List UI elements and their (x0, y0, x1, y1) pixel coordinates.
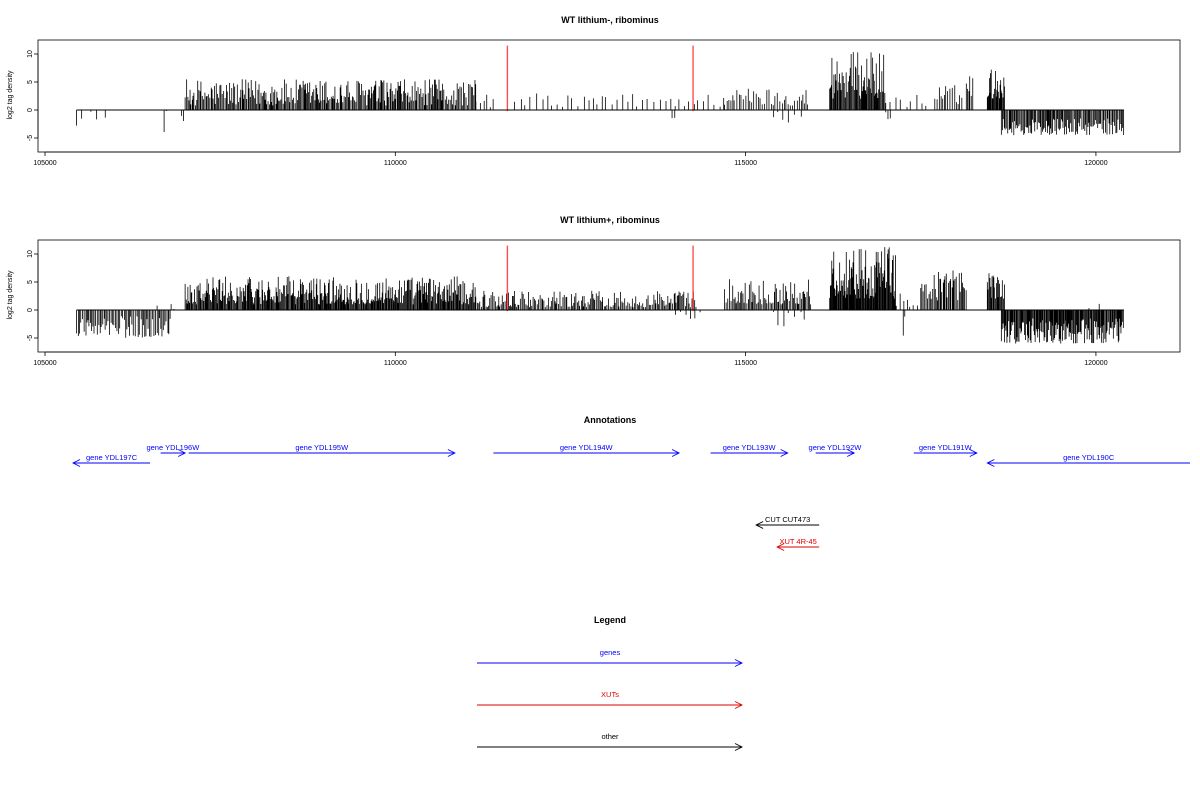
feature-xut: XUT 4R-45 (776, 537, 820, 551)
panel-title: WT lithium+, ribominus (560, 215, 660, 225)
feature-label: gene YDL196W (146, 443, 200, 452)
y-axis-label: log2 tag density (7, 270, 14, 320)
y-tick-label: -5 (27, 335, 34, 341)
legend-items: genes XUTs other (477, 648, 744, 751)
feature-arrow-head (72, 459, 81, 467)
density-bar-path (76, 247, 1124, 344)
y-tick-label: 0 (27, 108, 34, 112)
x-tick-label: 120000 (1084, 160, 1107, 167)
feature-arrow-head (969, 449, 978, 457)
feature-gene: gene YDL196W (146, 443, 200, 457)
y-tick-label: 0 (27, 308, 34, 312)
y-tick-label: 5 (27, 80, 34, 84)
feature-label: gene YDL192W (809, 443, 863, 452)
y-axis: -5 0 5 10 (27, 250, 39, 341)
x-tick-label: 115000 (734, 160, 757, 167)
x-tick-label: 115000 (734, 360, 757, 367)
feature-gene: gene YDL194W (493, 443, 681, 457)
density-bars (76, 52, 1125, 136)
x-axis: 105000 110000 115000 120000 (33, 351, 1108, 367)
x-tick-label: 105000 (33, 360, 56, 367)
density-bar-path (76, 52, 1125, 136)
y-axis-label: log2 tag density (7, 70, 14, 120)
feature-label: gene YDL194W (560, 443, 614, 452)
feature-gene: gene YDL192W (809, 443, 863, 457)
feature-gene: gene YDL197C (72, 453, 151, 467)
feature-arrow-head (671, 449, 681, 457)
plot-frame (37, 39, 1181, 153)
feature-label: CUT CUT473 (765, 515, 810, 524)
legend-label: XUTs (601, 690, 619, 699)
x-axis: 105000 110000 115000 120000 (33, 151, 1108, 167)
marker-lines (506, 45, 694, 112)
legend-item-other: other (477, 732, 744, 751)
panel-title: WT lithium-, ribominus (561, 15, 659, 25)
feature-gene: gene YDL195W (188, 443, 456, 457)
y-tick-label: 5 (27, 280, 34, 284)
feature-gene: gene YDL193W (710, 443, 789, 457)
feature-label: gene YDL191W (919, 443, 973, 452)
legend: Legend genes XUTs other (477, 615, 744, 751)
feature-arrow-head (734, 701, 744, 709)
legend-title: Legend (594, 615, 626, 625)
x-tick-label: 110000 (384, 360, 407, 367)
feature-arrow-head (177, 449, 187, 457)
legend-item-gene: genes (477, 648, 744, 667)
feature-label: gene YDL195W (295, 443, 349, 452)
y-axis: -5 0 5 10 (27, 50, 39, 141)
x-tick-label: 110000 (384, 160, 407, 167)
feature-arrow-head (780, 449, 789, 457)
feature-label: gene YDL197C (86, 453, 138, 462)
feature-label: gene YDL190C (1063, 453, 1115, 462)
track-panel-lithium-plus: WT lithium+, ribominus log2 tag density … (7, 215, 1181, 367)
feature-arrow-head (776, 543, 785, 551)
legend-item-xut: XUTs (477, 690, 744, 709)
feature-label: gene YDL193W (723, 443, 777, 452)
y-tick-label: 10 (27, 50, 34, 58)
y-tick-label: 10 (27, 250, 34, 258)
feature-arrow-head (447, 449, 456, 457)
feature-arrow-head (755, 521, 764, 529)
annotation-features: gene YDL197C gene YDL196W gene YDL195W gene… (72, 443, 1190, 551)
marker-lines (506, 245, 694, 312)
feature-arrow-head (986, 459, 995, 467)
feature-arrow-head (847, 449, 856, 457)
feature-gene: gene YDL190C (986, 453, 1190, 467)
x-tick-label: 120000 (1084, 360, 1107, 367)
feature-arrow-head (734, 659, 744, 667)
density-bars (76, 247, 1124, 344)
feature-label: XUT 4R-45 (779, 537, 816, 546)
track-panel-lithium-minus: WT lithium-, ribominus log2 tag density … (7, 15, 1181, 167)
annotations-title: Annotations (584, 415, 637, 425)
legend-label: other (601, 732, 619, 741)
feature-arrow-head (734, 743, 744, 751)
x-tick-label: 105000 (33, 160, 56, 167)
feature-gene: gene YDL191W (913, 443, 978, 457)
legend-label: genes (600, 648, 621, 657)
y-tick-label: -5 (27, 135, 34, 141)
feature-other: CUT CUT473 (755, 515, 820, 529)
